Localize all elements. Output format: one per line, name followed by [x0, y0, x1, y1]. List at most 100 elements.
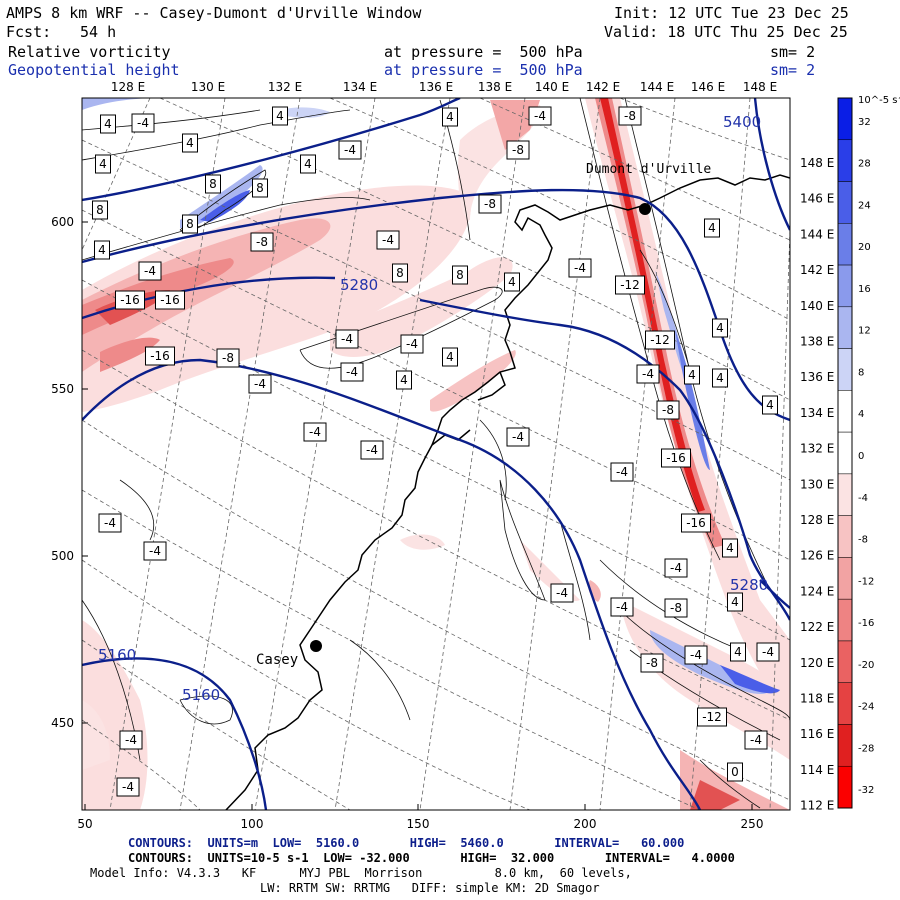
vort-label: -16: [160, 293, 180, 307]
colorbar-swatch: [837, 306, 853, 349]
colorbar-swatch: [837, 348, 853, 391]
height-label: 5280: [730, 576, 768, 594]
colorbar-swatch: [837, 765, 853, 809]
vort-label: -4: [344, 143, 356, 157]
vort-label: -4: [512, 430, 524, 444]
vort-label: -4: [137, 116, 149, 130]
vort-label: -4: [750, 733, 762, 747]
vort-label-box: [300, 154, 316, 174]
vort-label-box: [119, 730, 143, 750]
vort-label-box: [92, 200, 108, 220]
y-tick-label: 550: [51, 382, 74, 396]
vort-label-box: [143, 541, 167, 561]
x-axis-ticks: 50 100 150 200 250: [77, 804, 763, 831]
vort-label: 4: [99, 157, 107, 171]
vort-label: 4: [104, 117, 112, 131]
top-lon-label: 134 E: [343, 80, 377, 94]
vort-label-box: [100, 114, 116, 134]
right-lon-label: 130 E: [800, 477, 834, 491]
vort-label-box: [138, 261, 162, 281]
vort-label: 4: [734, 645, 742, 659]
colorbar-tick-label: -8: [858, 535, 868, 546]
vort-label-box: [506, 140, 530, 160]
x-tick-label: 100: [241, 817, 264, 831]
vort-label-box: [730, 642, 746, 662]
colorbar-tick-label: 4: [858, 409, 864, 420]
right-lon-label: 126 E: [800, 549, 834, 563]
vort-label-box: [528, 106, 552, 126]
vort-label: -4: [309, 425, 321, 439]
dumont-marker: [639, 203, 651, 215]
vort-label-box: [697, 707, 727, 727]
y-tick-label: 600: [51, 215, 74, 229]
vort-label: -8: [662, 403, 674, 417]
vort-label: -4: [122, 780, 134, 794]
vort-label: -8: [670, 601, 682, 615]
colorbar-tick-label: -28: [858, 743, 874, 754]
vort-label: -4: [346, 365, 358, 379]
right-lon-label: 138 E: [800, 335, 834, 349]
vort-label-box: [568, 258, 592, 278]
colorbar-swatch: [837, 557, 853, 600]
footer-model-info: Model Info: V4.3.3 KF MYJ PBL Morrison 8…: [90, 866, 632, 880]
right-lon-label: 134 E: [800, 406, 834, 420]
colorbar-tick-label: 28: [858, 159, 871, 170]
height-label: 5280: [340, 276, 378, 294]
vort-label-box: [478, 194, 502, 214]
right-lon-label: 120 E: [800, 656, 834, 670]
vort-label: 4: [508, 275, 516, 289]
stations: Casey Dumont d'Urville: [256, 162, 711, 668]
vort-label: -4: [616, 600, 628, 614]
vort-label: -12: [650, 333, 670, 347]
footer-vort-contours: CONTOURS: UNITS=10-5 s-1 LOW= -32.000 HI…: [128, 851, 735, 865]
vort-label: -16: [686, 516, 706, 530]
vort-label: 4: [726, 541, 734, 555]
colorbar-swatch: [837, 223, 853, 266]
vort-label-box: [504, 272, 520, 292]
vort-label: -4: [149, 544, 161, 558]
vort-label: -4: [574, 261, 586, 275]
colorbar-tick-label: 12: [858, 326, 871, 337]
station-label-dumont: Dumont d'Urville: [586, 162, 711, 177]
vort-label-box: [684, 645, 708, 665]
right-lon-label: 132 E: [800, 442, 834, 456]
top-lon-label: 144 E: [640, 80, 674, 94]
vorticity-labels: 4 -4 4 4 4 4 -4 8 8 -8 -4 -8 4 8 8 4 -8 -4 -4 -8 -12 8 8 4 -16 -1…: [92, 106, 780, 797]
vort-label-box: [712, 318, 728, 338]
right-lon-label: 136 E: [800, 370, 834, 384]
colorbar-tick-label: 24: [858, 200, 871, 211]
height-contours: [82, 98, 790, 810]
vort-label-box: [656, 400, 680, 420]
right-lon-label: 142 E: [800, 263, 834, 277]
footer-physics: LW: RRTM SW: RRTMG DIFF: simple KM: 2D S…: [260, 881, 600, 895]
vort-label-box: [396, 370, 412, 390]
vort-label-box: [338, 140, 362, 160]
vort-label-box: [340, 362, 364, 382]
colorbar-swatch: [837, 682, 853, 725]
vort-label-box: [727, 762, 743, 782]
vort-label: -4: [762, 645, 774, 659]
right-lon-label: 128 E: [800, 513, 834, 527]
vort-label-box: [645, 330, 675, 350]
vort-label-box: [216, 348, 240, 368]
vort-label: -8: [512, 143, 524, 157]
vort-label-box: [722, 538, 738, 558]
colorbar-swatch: [837, 515, 853, 558]
right-lon-label: 112 E: [800, 799, 834, 813]
vort-label: -4: [556, 586, 568, 600]
vort-label: 8: [186, 217, 194, 231]
vort-label-box: [636, 364, 660, 384]
vort-label: 4: [400, 373, 408, 387]
vort-label: 8: [396, 266, 404, 280]
field1-smoothing: sm= 2: [770, 43, 816, 61]
right-longitude-labels: 148 E 146 E 144 E 142 E 140 E 138 E 136 E 134 E…: [800, 156, 834, 813]
colorbar-tick-label: 0: [858, 451, 864, 462]
field2-smoothing: sm= 2: [770, 61, 816, 79]
vort-label: -16: [120, 293, 140, 307]
vort-label-box: [360, 440, 384, 460]
top-lon-label: 148 E: [743, 80, 777, 94]
station-label-casey: Casey: [256, 652, 298, 668]
forecast-hours: 54 h: [80, 23, 117, 41]
right-lon-label: 140 E: [800, 299, 834, 313]
